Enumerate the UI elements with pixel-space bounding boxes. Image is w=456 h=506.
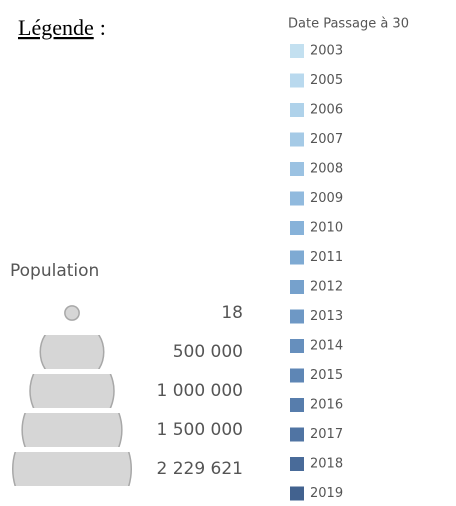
date-label: 2006 <box>310 103 343 118</box>
date-swatch <box>290 398 304 412</box>
date-label: 2009 <box>310 191 343 206</box>
date-label: 2019 <box>310 486 343 501</box>
date-swatch <box>290 457 304 471</box>
population-label: 1 500 000 <box>156 420 243 440</box>
date-swatch <box>290 280 304 294</box>
date-label: 2015 <box>310 368 343 383</box>
date-swatch <box>290 132 304 147</box>
date-swatch <box>290 250 304 265</box>
population-label: 1 000 000 <box>156 381 243 401</box>
date-label: 2018 <box>310 457 343 472</box>
date-swatch <box>290 368 304 383</box>
date-label: 2016 <box>310 398 343 413</box>
date-label: 2010 <box>310 221 343 236</box>
date-label: 2008 <box>310 162 343 177</box>
date-label: 2017 <box>310 427 343 442</box>
date-swatch <box>290 309 304 324</box>
date-swatch <box>290 162 304 176</box>
date-swatch <box>290 486 304 501</box>
population-label: 2 229 621 <box>156 459 243 479</box>
date-swatch <box>290 221 304 235</box>
date-title: Date Passage à 30 <box>288 17 409 32</box>
date-label: 2011 <box>310 250 343 265</box>
date-label: 2003 <box>310 44 343 59</box>
population-title: Population <box>10 261 99 281</box>
date-label: 2005 <box>310 73 343 88</box>
population-symbol <box>29 374 115 408</box>
date-swatch <box>290 103 304 117</box>
date-swatch <box>290 427 304 442</box>
date-swatch <box>290 339 304 353</box>
date-swatch <box>290 191 304 206</box>
date-swatch <box>290 44 304 58</box>
legend-title-word: Légende <box>18 15 94 40</box>
date-label: 2007 <box>310 132 343 147</box>
population-symbol <box>21 413 123 447</box>
legend-title: Légende: <box>18 15 106 40</box>
date-label: 2013 <box>310 309 343 324</box>
population-symbol <box>64 305 80 321</box>
population-symbol <box>39 335 105 369</box>
legend-title-colon: : <box>100 15 106 40</box>
date-label: 2014 <box>310 339 343 354</box>
population-label: 18 <box>221 303 243 323</box>
date-label: 2012 <box>310 280 343 295</box>
population-symbol <box>12 452 132 486</box>
date-swatch <box>290 73 304 88</box>
population-label: 500 000 <box>173 342 243 362</box>
